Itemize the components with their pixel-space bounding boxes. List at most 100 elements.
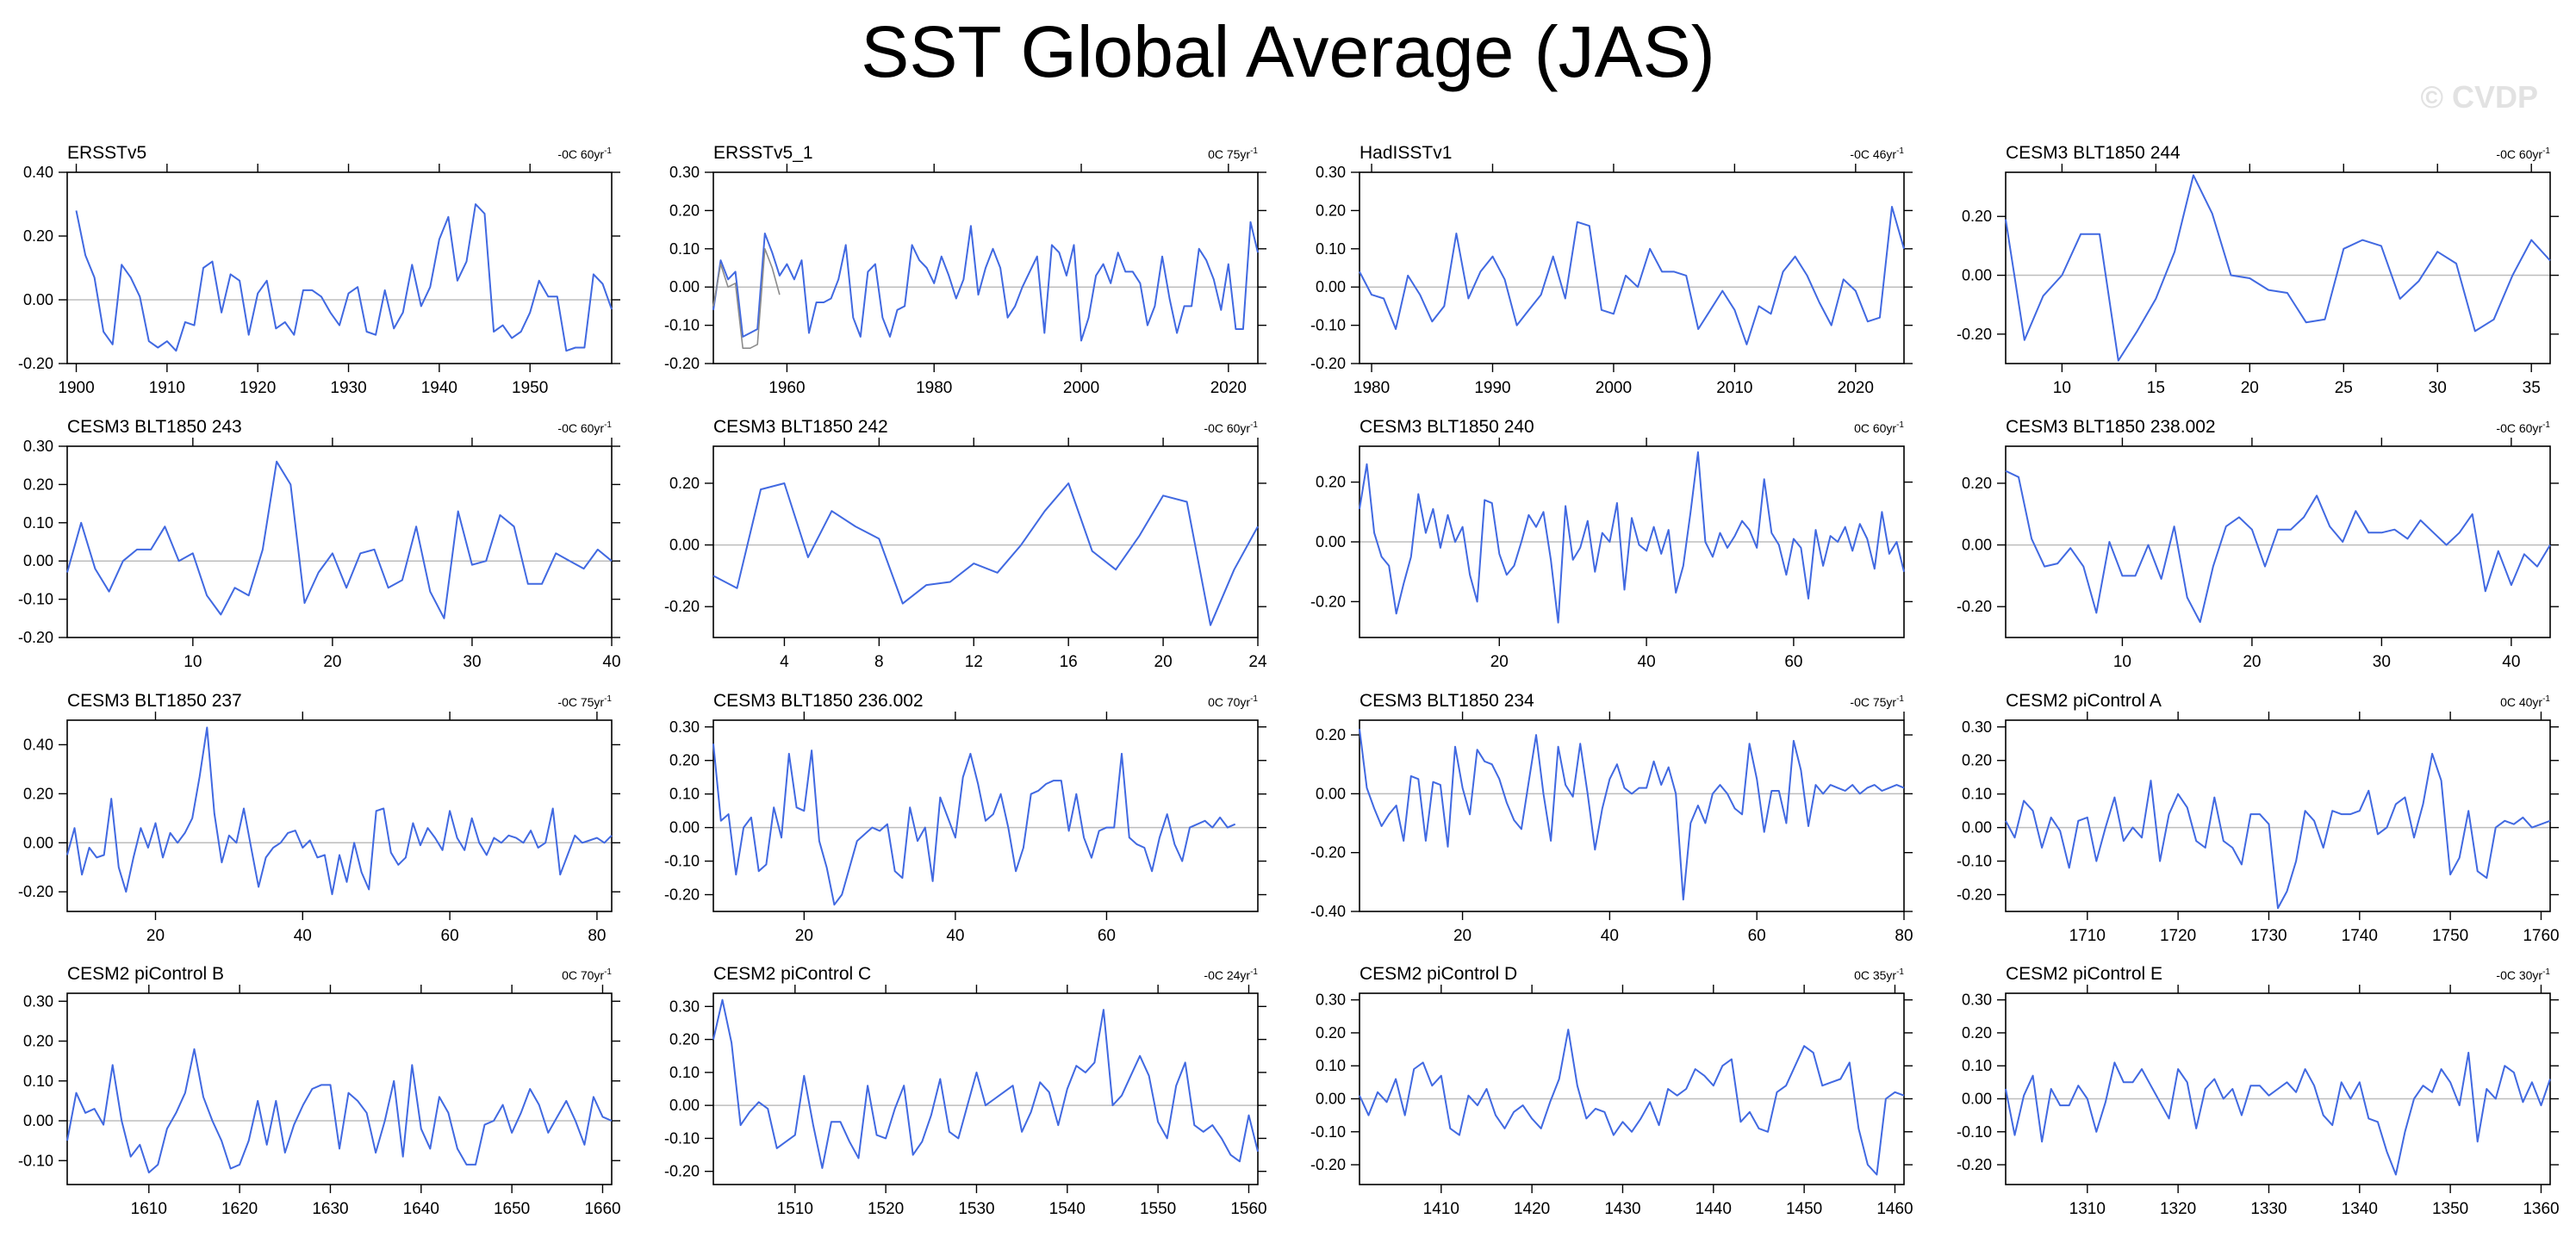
chart-panel: -0.20 0.00 0.20 0.40 1900 1910 1920 1930 1940 195… (18, 143, 620, 397)
trend-unit: -1 (604, 146, 612, 156)
trend-value: 0C 70yr (562, 968, 604, 982)
x-tick-label: 60 (1748, 927, 1766, 945)
x-tick-label: 2020 (1210, 379, 1247, 397)
panel-trend-label: -0C 60yr-1 (2496, 420, 2550, 435)
y-tick-label: 0.00 (23, 834, 53, 851)
plot-frame (712, 445, 1259, 638)
y-tick-label: 0.20 (1962, 752, 1992, 769)
y-tick-label: 0.20 (669, 1031, 700, 1048)
x-tick-label: 1460 (1876, 1200, 1913, 1218)
chart-panel: -0.20 0.00 0.20 10 20 30 40 CESM3 BLT1850 238.0… (1957, 417, 2559, 671)
x-tick-label: 1760 (2523, 927, 2559, 945)
panel-title: CESM3 BLT1850 238.002 (2006, 417, 2216, 437)
panel-trend-label: -0C 75yr-1 (557, 694, 612, 709)
y-tick-label: -0.20 (1957, 1156, 1992, 1173)
y-tick-label: 0.00 (23, 291, 53, 308)
y-tick-label: 0.30 (1962, 718, 1992, 736)
y-tick-label: 0.10 (669, 1064, 700, 1081)
y-tick-label: -0.20 (1310, 1156, 1346, 1173)
y-tick-label: -0.10 (18, 591, 53, 608)
chart-panel: -0.20 -0.10 0.00 0.10 0.20 0.30 10 20 30 40 CESM3 … (18, 417, 621, 671)
x-tick-label: 1660 (584, 1200, 620, 1218)
x-tick-label: 40 (2502, 653, 2520, 671)
x-tick-label: 10 (2113, 653, 2131, 671)
x-tick-label: 1440 (1696, 1200, 1732, 1218)
plot-frame (712, 719, 1259, 912)
y-tick-label: -0.20 (1310, 593, 1346, 610)
series-line (1359, 729, 1905, 901)
trend-unit: -1 (1896, 420, 1904, 430)
trend-value: -0C 75yr (1850, 695, 1896, 709)
y-tick-label: 0.10 (1316, 240, 1346, 258)
x-tick-label: 1620 (221, 1200, 258, 1218)
x-tick-label: 1710 (2069, 927, 2106, 945)
trend-unit: -1 (1896, 146, 1904, 156)
x-tick-label: 1340 (2342, 1200, 2378, 1218)
series-line (2005, 1051, 2551, 1176)
plot-frame (1359, 719, 1905, 912)
panel-title: CESM2 piControl D (1360, 964, 1517, 984)
x-tick-label: 1950 (512, 379, 548, 397)
y-tick-label: 0.00 (23, 1112, 53, 1129)
x-tick-label: 8 (874, 653, 884, 671)
x-tick-label: 2000 (1063, 379, 1099, 397)
y-tick-label: 0.20 (1962, 1024, 1992, 1042)
x-tick-label: 60 (441, 927, 459, 945)
y-tick-label: -0.10 (664, 853, 700, 870)
y-tick-label: 0.00 (1316, 278, 1346, 295)
trend-unit: -1 (1250, 694, 1258, 704)
trend-unit: -1 (1250, 146, 1258, 156)
panel-title: CESM3 BLT1850 234 (1360, 691, 1534, 711)
panel-trend-label: -0C 60yr-1 (557, 420, 612, 435)
chart-panel: -0.40 -0.20 0.00 0.20 20 40 60 80 CESM3 BLT1850 … (1310, 691, 1913, 945)
y-tick-label: 0.00 (669, 1097, 700, 1114)
panel-trend-label: -0C 60yr-1 (1204, 420, 1258, 435)
panel-title: CESM3 BLT1850 236.002 (713, 691, 924, 711)
x-tick-label: 40 (294, 927, 312, 945)
chart-panel: -0.20 -0.10 0.00 0.10 0.20 0.30 1960 1980 2000 20… (664, 143, 1266, 397)
series-line (712, 998, 1259, 1169)
y-tick-label: -0.20 (1310, 355, 1346, 372)
y-tick-label: -0.20 (1957, 598, 1992, 615)
y-tick-label: -0.10 (664, 317, 700, 334)
x-tick-label: 1310 (2069, 1200, 2106, 1218)
trend-value: 0C 35yr (1854, 968, 1896, 982)
x-tick-label: 1630 (312, 1200, 348, 1218)
panel-title: CESM3 BLT1850 240 (1360, 417, 1534, 437)
plot-frame (66, 719, 613, 912)
series-line (2005, 470, 2551, 624)
trend-unit: -1 (2542, 694, 2550, 704)
x-tick-label: 16 (1060, 653, 1078, 671)
x-tick-label: 60 (1098, 927, 1116, 945)
y-tick-label: 0.00 (1962, 1090, 1992, 1107)
y-tick-label: 0.00 (23, 552, 53, 569)
x-tick-label: 1330 (2250, 1200, 2287, 1218)
y-tick-label: 0.20 (1962, 475, 1992, 492)
y-tick-label: 0.30 (669, 998, 700, 1015)
panel-title: CESM3 BLT1850 243 (67, 417, 242, 437)
x-tick-label: 1430 (1604, 1200, 1640, 1218)
panel-title: CESM2 piControl A (2006, 691, 2162, 711)
panel-trend-label: -0C 24yr-1 (1204, 967, 1258, 982)
x-tick-label: 1730 (2250, 927, 2287, 945)
x-tick-label: 1610 (131, 1200, 167, 1218)
x-tick-label: 20 (1490, 653, 1509, 671)
trend-unit: -1 (2542, 420, 2550, 430)
chart-panel: -0.20 -0.10 0.00 0.10 0.20 0.30 1310 1320 1330 13… (1957, 964, 2560, 1218)
panel-title: CESM2 piControl B (67, 964, 224, 984)
panel-title: HadISSTv1 (1360, 143, 1452, 163)
x-tick-label: 35 (2523, 379, 2541, 397)
series-line (1359, 451, 1905, 624)
y-tick-label: 0.20 (1316, 474, 1346, 491)
trend-unit: -1 (1896, 694, 1904, 704)
x-tick-label: 1960 (768, 379, 805, 397)
panel-trend-label: -0C 60yr-1 (2496, 146, 2550, 161)
y-tick-label: 0.30 (669, 718, 700, 736)
y-tick-label: -0.20 (1957, 326, 1992, 343)
series-line-secondary (712, 247, 781, 350)
y-tick-label: 0.20 (23, 785, 53, 802)
trend-value: -0C 75yr (557, 695, 604, 709)
x-tick-label: 1560 (1230, 1200, 1266, 1218)
chart-panel: -0.20 -0.10 0.00 0.10 0.20 0.30 1710 1720 1730 17… (1957, 691, 2560, 945)
y-tick-label: 0.00 (1316, 533, 1346, 550)
